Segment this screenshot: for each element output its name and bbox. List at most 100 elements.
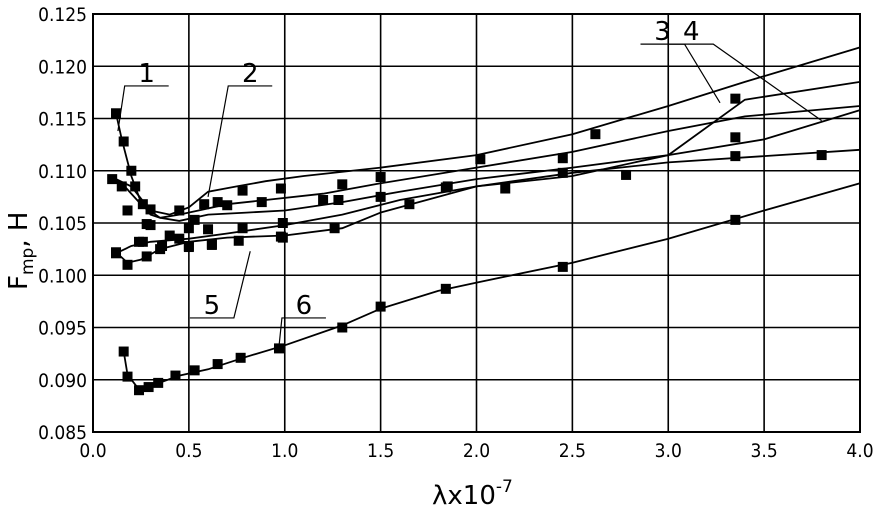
data-point	[318, 195, 329, 206]
x-tick-label: 3.5	[751, 440, 778, 462]
data-point	[174, 205, 185, 216]
data-point	[183, 223, 194, 234]
data-markers	[107, 93, 827, 396]
series-line-2	[115, 46, 861, 216]
data-point	[189, 365, 200, 376]
data-point	[164, 230, 175, 241]
data-point	[107, 174, 118, 185]
data-point	[621, 169, 632, 180]
data-point	[118, 346, 129, 357]
data-point	[233, 235, 244, 246]
data-point	[256, 197, 267, 208]
y-tick-label: 0.105	[38, 213, 87, 235]
series-label-6: 6	[296, 291, 313, 321]
series-label-5: 5	[204, 291, 221, 321]
leader-line-1	[117, 85, 169, 132]
data-point	[122, 205, 133, 216]
data-point	[118, 136, 129, 147]
data-point	[557, 261, 568, 272]
y-tick-label: 0.095	[38, 318, 87, 340]
y-tick-label: 0.120	[38, 56, 87, 78]
data-point	[111, 108, 122, 119]
data-point	[337, 179, 348, 190]
data-point	[275, 183, 286, 194]
data-point	[122, 371, 133, 382]
data-point	[170, 370, 181, 381]
data-point	[557, 167, 568, 178]
data-point	[111, 247, 122, 258]
data-point	[730, 151, 741, 162]
data-point	[375, 191, 386, 202]
data-point	[145, 204, 156, 215]
data-point	[189, 214, 200, 225]
y-tick-label: 0.100	[38, 265, 87, 287]
data-point	[206, 239, 217, 250]
data-point	[404, 199, 415, 210]
data-point	[212, 359, 223, 370]
y-axis-title-unit: , H	[4, 212, 34, 248]
x-axis-title-superscript: -7	[496, 477, 513, 497]
data-point	[237, 223, 248, 234]
x-tick-label: 1.0	[271, 440, 298, 462]
data-point	[199, 199, 210, 210]
x-tick-label: 0.5	[175, 440, 202, 462]
series-labels: 1 2 3 4 5 6	[117, 17, 822, 347]
data-point	[273, 343, 284, 354]
series-label-3: 3	[654, 17, 671, 47]
data-point	[222, 200, 233, 211]
y-tick-label: 0.085	[38, 422, 87, 444]
x-tick-label: 0.0	[79, 440, 106, 462]
data-point	[174, 233, 185, 244]
data-point	[333, 195, 344, 206]
y-tick-label: 0.090	[38, 370, 87, 392]
data-point	[153, 377, 164, 388]
y-tick-label: 0.125	[38, 4, 87, 26]
y-tick-label: 0.115	[38, 109, 87, 131]
leader-line-5	[189, 251, 251, 319]
data-point	[143, 382, 154, 393]
x-tick-label: 2.0	[463, 440, 490, 462]
x-axis-title-main: λx10	[432, 481, 496, 507]
data-point	[557, 153, 568, 164]
y-axis-title-subscript: mp	[18, 248, 38, 275]
data-point	[337, 322, 348, 333]
plot-frame	[92, 13, 861, 433]
data-point	[134, 236, 145, 247]
data-point	[475, 154, 486, 165]
data-point	[730, 93, 741, 104]
data-point	[375, 172, 386, 183]
data-point	[730, 132, 741, 143]
data-point	[122, 259, 133, 270]
x-tick-label: 1.5	[367, 440, 394, 462]
leader-line-6	[278, 317, 326, 347]
data-point	[730, 214, 741, 225]
data-point	[134, 385, 145, 396]
series-line-3	[115, 81, 861, 255]
series-label-2: 2	[242, 59, 259, 89]
x-tick-label: 4.0	[846, 440, 873, 462]
data-point	[155, 244, 166, 255]
data-point	[590, 129, 601, 140]
data-point	[212, 197, 223, 208]
data-point	[440, 182, 451, 193]
data-point	[203, 224, 214, 235]
tick-labels: 0.0 0.5 1.0 1.5 2.0 2.5 3.0 3.5 4.0 0.085 0.090 0.0…	[38, 4, 874, 462]
x-tick-label: 3.0	[655, 440, 682, 462]
data-point	[277, 218, 288, 228]
data-point	[329, 223, 340, 234]
curves	[111, 46, 861, 389]
data-point	[141, 219, 152, 230]
data-point	[137, 199, 148, 210]
y-axis-title-main: F	[4, 275, 34, 290]
y-tick-label: 0.110	[38, 161, 87, 183]
data-point	[500, 183, 511, 194]
data-point	[130, 181, 141, 192]
data-point	[816, 150, 827, 161]
leader-line-4	[669, 43, 822, 122]
data-point	[277, 232, 288, 243]
data-point	[440, 283, 451, 294]
data-point	[141, 251, 152, 262]
data-point	[235, 352, 246, 363]
series-label-1: 1	[138, 59, 155, 89]
